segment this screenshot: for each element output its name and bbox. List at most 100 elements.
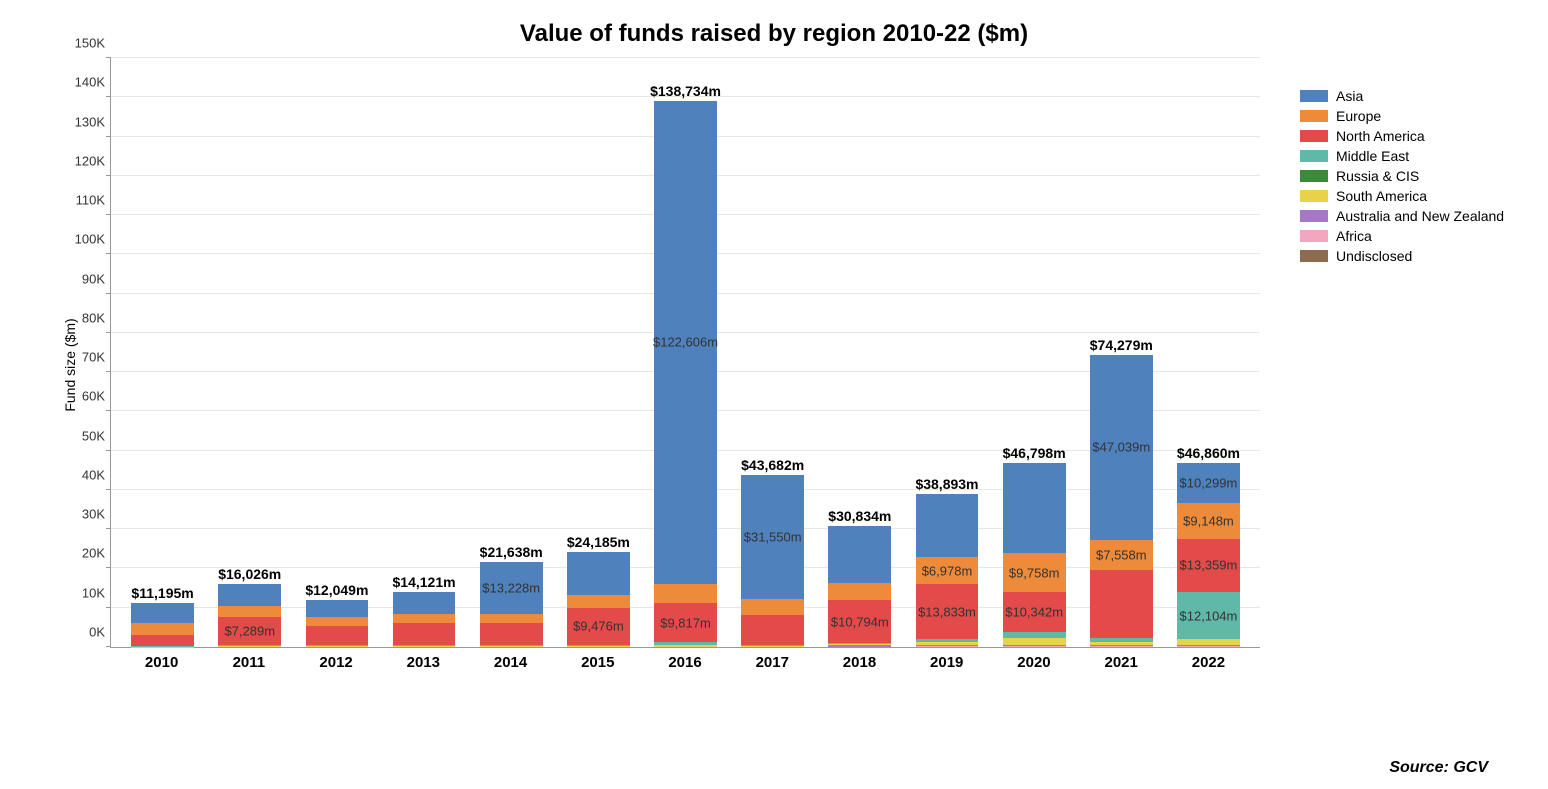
bar-segment-south_america <box>1003 638 1066 645</box>
bar-segment-south_america <box>306 646 369 647</box>
bar-segment-africa <box>1177 646 1240 647</box>
bar-total-label: $74,279m <box>1090 337 1153 353</box>
bar-segment-europe <box>741 599 804 615</box>
bar-segment-europe <box>480 614 543 623</box>
legend-swatch <box>1300 150 1328 162</box>
bar-total-label: $46,798m <box>1003 445 1066 461</box>
legend-label: Australia and New Zealand <box>1336 208 1504 224</box>
bar-total-label: $30,834m <box>828 508 891 524</box>
legend-item: Europe <box>1300 108 1504 124</box>
chart-wrap: Fund size ($m) 0K10K20K30K40K50K60K70K80… <box>40 58 1508 671</box>
y-tick-label: 80K <box>82 310 111 325</box>
bar-column: $46,860m$10,299m$9,148m$13,359m$12,104m <box>1165 58 1252 647</box>
y-tick-label: 10K <box>82 585 111 600</box>
y-tick-label: 100K <box>75 232 111 247</box>
bar-segment-north_america <box>654 603 717 642</box>
bar-segment-asia <box>218 584 281 606</box>
bar-column: $138,734m$122,606m$9,817m <box>642 58 729 647</box>
bar-segment-asia <box>131 603 194 623</box>
bar-column: $46,798m$9,758m$10,342m <box>991 58 1078 647</box>
x-tick-label: 2017 <box>729 654 816 671</box>
legend-item: Australia and New Zealand <box>1300 208 1504 224</box>
bar-stack: $21,638m <box>480 562 543 647</box>
legend-label: Europe <box>1336 108 1381 124</box>
legend-item: Middle East <box>1300 148 1504 164</box>
bar-segment-asia <box>1090 355 1153 540</box>
bar-segment-north_america <box>916 584 979 638</box>
x-tick-label: 2019 <box>903 654 990 671</box>
bar-segment-south_america <box>654 645 717 647</box>
legend-swatch <box>1300 90 1328 102</box>
bar-stack: $30,834m <box>828 526 891 647</box>
bar-stack: $24,185m <box>567 552 630 647</box>
bar-stack: $14,121m <box>393 592 456 648</box>
bar-segment-north_america <box>828 600 891 642</box>
bar-segment-europe <box>828 583 891 601</box>
bar-segment-north_america <box>567 608 630 645</box>
legend-label: North America <box>1336 128 1425 144</box>
x-tick-label: 2015 <box>554 654 641 671</box>
bar-segment-europe <box>1090 540 1153 570</box>
y-tick-label: 140K <box>75 75 111 90</box>
bar-segment-europe <box>1003 553 1066 591</box>
legend-label: Undisclosed <box>1336 248 1412 264</box>
legend-item: Asia <box>1300 88 1504 104</box>
bars-row: $11,195m$16,026m$7,289m$12,049m$14,121m$… <box>111 58 1260 647</box>
y-tick-label: 60K <box>82 389 111 404</box>
y-tick-label: 70K <box>82 350 111 365</box>
legend-item: Undisclosed <box>1300 248 1504 264</box>
bar-segment-north_america <box>393 623 456 645</box>
bar-segment-north_america <box>131 635 194 646</box>
legend-label: Middle East <box>1336 148 1409 164</box>
legend-item: Africa <box>1300 228 1504 244</box>
bar-segment-asia <box>480 562 543 614</box>
bar-segment-europe <box>131 623 194 635</box>
bar-column: $74,279m$47,039m$7,558m <box>1078 58 1165 647</box>
bar-stack: $16,026m <box>218 584 281 647</box>
bar-total-label: $21,638m <box>480 544 543 560</box>
source-label: Source: GCV <box>1389 759 1488 777</box>
legend-label: Asia <box>1336 88 1363 104</box>
bar-total-label: $12,049m <box>305 582 368 598</box>
bar-total-label: $46,860m <box>1177 445 1240 461</box>
bar-segment-south_america <box>480 646 543 647</box>
bar-column: $30,834m$10,794m <box>816 58 903 647</box>
bar-column: $16,026m$7,289m <box>206 58 293 647</box>
y-tick-label: 150K <box>75 36 111 51</box>
y-tick-label: 50K <box>82 428 111 443</box>
bar-segment-europe <box>393 614 456 623</box>
bar-segment-north_america <box>218 617 281 646</box>
bar-stack: $46,798m <box>1003 463 1066 647</box>
bar-column: $21,638m$13,228m <box>468 58 555 647</box>
bar-total-label: $43,682m <box>741 457 804 473</box>
plot-area: 0K10K20K30K40K50K60K70K80K90K100K110K120… <box>110 58 1260 648</box>
bar-segment-aus_nz <box>828 645 891 647</box>
bar-segment-south_america <box>567 646 630 647</box>
bar-stack: $11,195m <box>131 603 194 647</box>
bar-segment-south_america <box>741 646 804 647</box>
bar-segment-asia <box>916 494 979 557</box>
bar-segment-africa <box>1003 646 1066 647</box>
bar-segment-north_america <box>306 626 369 645</box>
bar-segment-europe <box>1177 503 1240 539</box>
bar-segment-north_america <box>480 623 543 645</box>
x-tick-label: 2016 <box>641 654 728 671</box>
bar-column: $12,049m <box>293 58 380 647</box>
legend-item: Russia & CIS <box>1300 168 1504 184</box>
chart-main: Fund size ($m) 0K10K20K30K40K50K60K70K80… <box>110 58 1260 671</box>
legend-swatch <box>1300 190 1328 202</box>
bar-column: $14,121m <box>380 58 467 647</box>
bar-segment-asia <box>1177 463 1240 504</box>
bar-segment-middle_east <box>1177 592 1240 640</box>
bar-segment-africa <box>1090 646 1153 647</box>
x-tick-label: 2021 <box>1078 654 1165 671</box>
legend-swatch <box>1300 210 1328 222</box>
x-tick-label: 2010 <box>118 654 205 671</box>
bar-segment-asia <box>567 552 630 595</box>
bar-stack: $43,682m <box>741 475 804 647</box>
legend-swatch <box>1300 130 1328 142</box>
legend: Asia Europe North America Middle East Russia… <box>1300 88 1504 268</box>
bar-segment-south_america <box>218 646 281 647</box>
bar-stack: $138,734m <box>654 101 717 647</box>
x-axis-labels: 2010201120122013201420152016201720182019… <box>110 648 1260 671</box>
